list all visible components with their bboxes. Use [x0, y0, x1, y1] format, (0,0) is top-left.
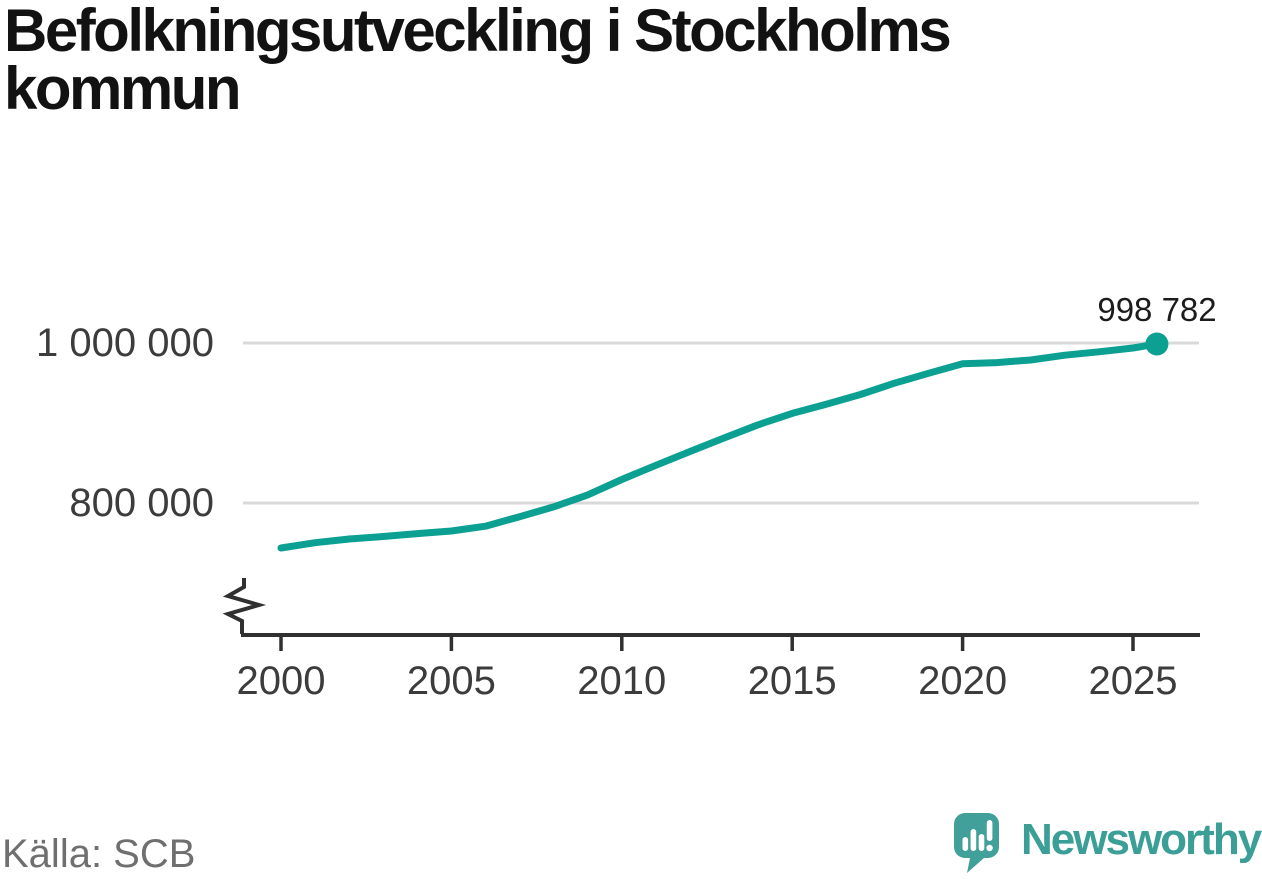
x-axis-label: 2020	[918, 659, 1008, 703]
exclamation-bar	[986, 820, 993, 841]
brand-logo: Newsworthy	[953, 812, 1262, 874]
chart-bar-3	[978, 834, 985, 851]
y-axis-label: 800 000	[69, 481, 214, 525]
x-axis-label: 2015	[747, 659, 837, 703]
source-note: Källa: SCB	[2, 832, 196, 876]
x-axis-label: 2005	[406, 659, 496, 703]
data-line	[277, 340, 1161, 552]
exclamation-dot	[986, 844, 993, 852]
x-axis-label: 2025	[1088, 659, 1178, 703]
x-axis-label: 2000	[236, 659, 326, 703]
chart-title: Befolkningsutveckling i Stockholms kommu…	[4, 0, 952, 122]
end-point-marker	[1145, 332, 1169, 356]
brand-name: Newsworthy	[1021, 815, 1262, 864]
chart-bar-1	[962, 837, 969, 851]
y-axis-label: 1 000 000	[36, 321, 214, 365]
chart-bar-2	[970, 829, 977, 851]
axis-break-zigzag	[222, 578, 267, 634]
x-axis-label: 2010	[577, 659, 667, 703]
newsworthy-logo-icon	[954, 813, 999, 873]
end-value-label: 998 782	[1097, 291, 1217, 328]
